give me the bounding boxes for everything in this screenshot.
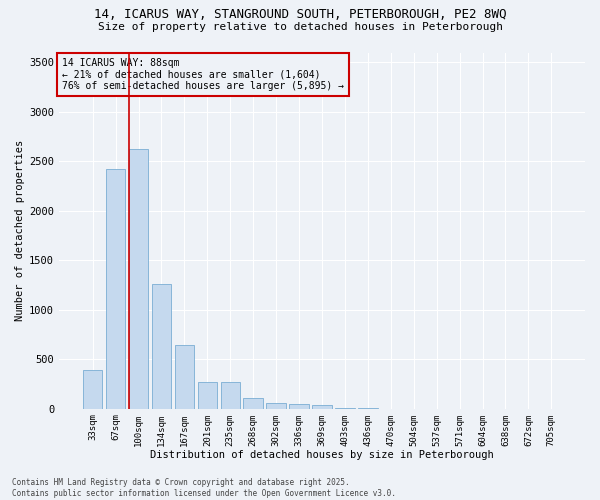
Bar <box>244 398 263 408</box>
Bar <box>312 406 332 408</box>
Bar <box>175 346 194 408</box>
Bar <box>152 284 171 408</box>
Bar <box>289 404 309 408</box>
Text: Size of property relative to detached houses in Peterborough: Size of property relative to detached ho… <box>97 22 503 32</box>
Bar <box>129 150 148 408</box>
Bar <box>197 382 217 408</box>
Bar <box>266 404 286 408</box>
Bar <box>221 382 240 408</box>
Text: 14, ICARUS WAY, STANGROUND SOUTH, PETERBOROUGH, PE2 8WQ: 14, ICARUS WAY, STANGROUND SOUTH, PETERB… <box>94 8 506 20</box>
Y-axis label: Number of detached properties: Number of detached properties <box>15 140 25 321</box>
Text: Contains HM Land Registry data © Crown copyright and database right 2025.
Contai: Contains HM Land Registry data © Crown c… <box>12 478 396 498</box>
Bar <box>106 170 125 408</box>
X-axis label: Distribution of detached houses by size in Peterborough: Distribution of detached houses by size … <box>150 450 494 460</box>
Text: 14 ICARUS WAY: 88sqm
← 21% of detached houses are smaller (1,604)
76% of semi-de: 14 ICARUS WAY: 88sqm ← 21% of detached h… <box>62 58 344 91</box>
Bar <box>83 370 103 408</box>
